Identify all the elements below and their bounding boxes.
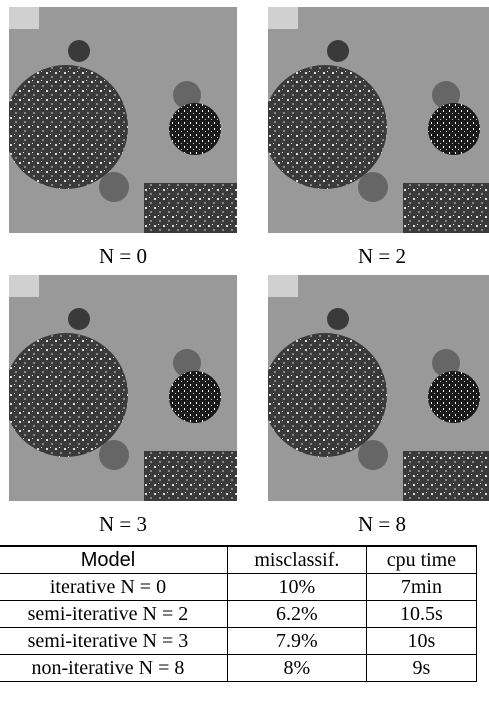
table-cell: semi-iterative N = 2 bbox=[0, 601, 227, 628]
table-cell: 10% bbox=[227, 574, 366, 601]
table-cell: 7.9% bbox=[227, 628, 366, 655]
table-cell: 9s bbox=[366, 655, 476, 682]
panel-image bbox=[9, 275, 237, 501]
table-cell: non-iterative N = 8 bbox=[0, 655, 227, 682]
panel-image bbox=[268, 275, 489, 501]
table-cell: 10.5s bbox=[366, 601, 476, 628]
table-cell: 10s bbox=[366, 628, 476, 655]
header-cell: cpu time bbox=[366, 546, 476, 574]
panel-image bbox=[268, 7, 489, 233]
table-cell: semi-iterative N = 3 bbox=[0, 628, 227, 655]
header-cell: misclassif. bbox=[227, 546, 366, 574]
table-cell: 7min bbox=[366, 574, 476, 601]
page: N = 0 N = 2 N = 3 N = 8 Model misclassif… bbox=[0, 0, 489, 709]
panel-caption: N = 0 bbox=[9, 244, 237, 269]
table-cell: iterative N = 0 bbox=[0, 574, 227, 601]
panel-caption: N = 2 bbox=[268, 244, 489, 269]
panel-caption: N = 3 bbox=[9, 512, 237, 537]
panel-image bbox=[9, 7, 237, 233]
results-table: Model misclassif. cpu time iterative N =… bbox=[0, 545, 477, 682]
table-cell: 8% bbox=[227, 655, 366, 682]
table-cell: 6.2% bbox=[227, 601, 366, 628]
header-cell: Model bbox=[0, 546, 227, 574]
panel-caption: N = 8 bbox=[268, 512, 489, 537]
header-row: Model misclassif. cpu time bbox=[0, 546, 477, 574]
